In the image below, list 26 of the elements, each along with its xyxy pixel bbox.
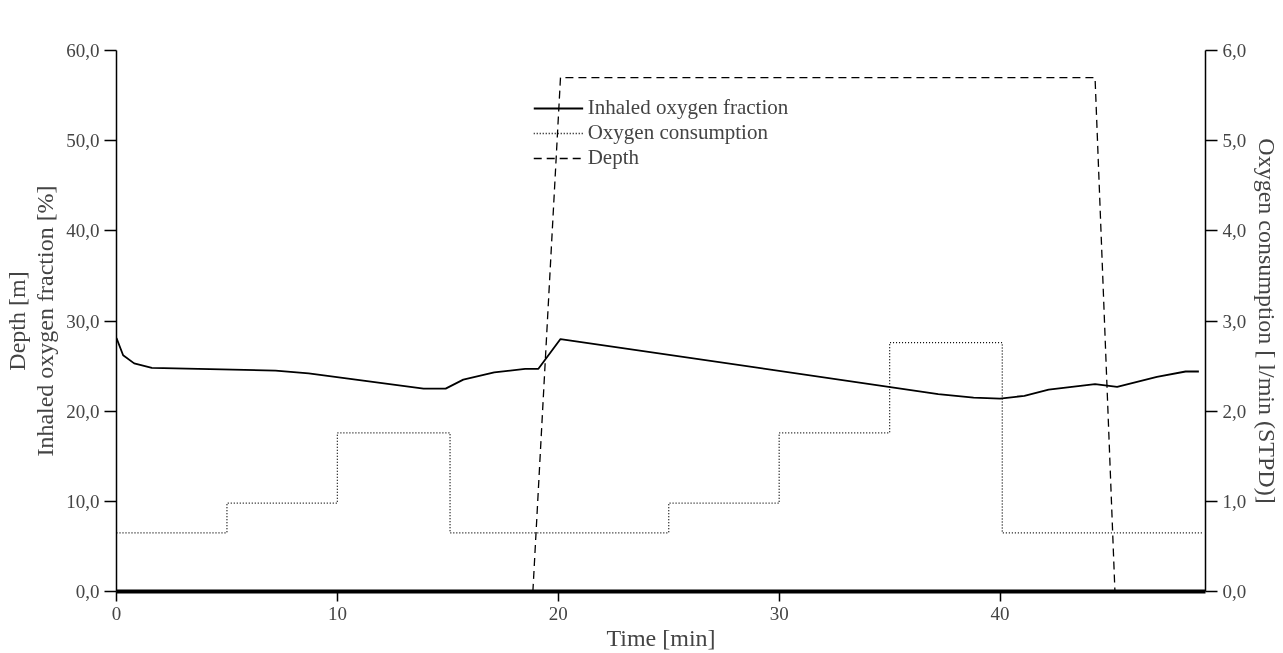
text: Depth [m] <box>3 271 30 371</box>
y2-tick-label: 4,0 <box>1222 220 1247 242</box>
y-tick-label: 50,0 <box>66 130 100 152</box>
y2-tick-label: 2,0 <box>1222 400 1247 422</box>
legend-label: Inhaled oxygen fraction <box>587 95 789 120</box>
y2-tick-label: 1,0 <box>1222 490 1247 512</box>
x-axis-title: Time [min] <box>606 624 716 651</box>
x-tick-label: 30 <box>769 602 789 624</box>
y2-tick-label: 6,0 <box>1222 40 1247 61</box>
y-tick-label: 20,0 <box>66 400 100 422</box>
y-tick-label: 0,0 <box>75 581 100 602</box>
y-tick-label: 10,0 <box>66 490 100 512</box>
x-tick-label: 20 <box>548 602 568 624</box>
y2-tick-label: 3,0 <box>1222 310 1247 332</box>
y-tick-label: 40,0 <box>66 220 100 242</box>
y2-axis-title: Oxygen consumption [ l/min (STPD)] <box>1254 138 1281 504</box>
y-tick-label: 30,0 <box>66 310 100 332</box>
legend-label: Oxygen consumption <box>587 120 768 145</box>
legend-label: Depth <box>587 145 640 170</box>
x-tick-label: 10 <box>327 602 347 624</box>
y-tick-label: 60,0 <box>66 40 100 61</box>
x-tick-label: 40 <box>990 602 1010 624</box>
y2-tick-label: 5,0 <box>1222 130 1247 152</box>
x-tick-label: 0 <box>111 602 122 624</box>
y2-tick-label: 0,0 <box>1222 581 1247 602</box>
y-axis-title: Inhaled oxygen fraction [%] <box>32 185 59 457</box>
